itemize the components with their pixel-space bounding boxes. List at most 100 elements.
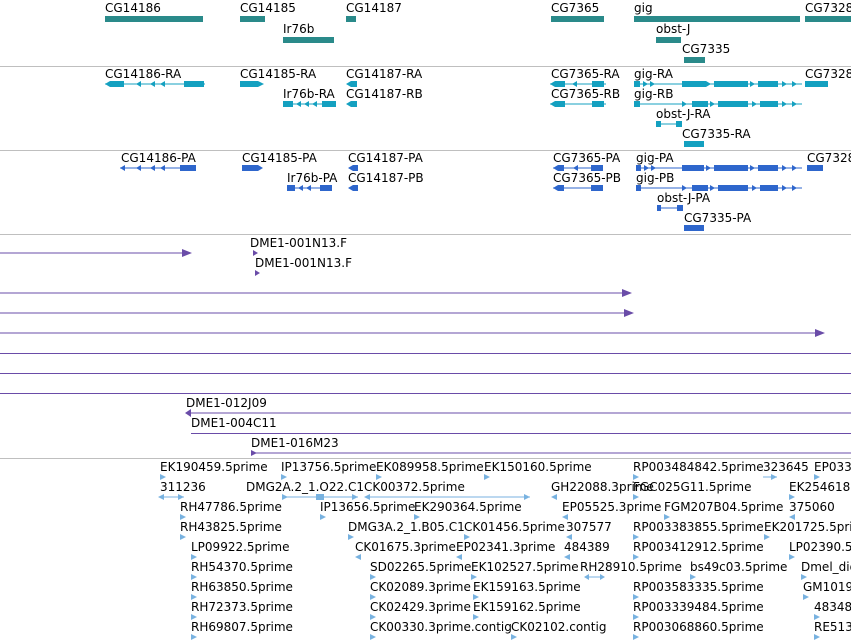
- est-feature[interactable]: [370, 592, 380, 602]
- protein-feature[interactable]: [118, 163, 200, 173]
- clone-feature[interactable]: [252, 248, 262, 258]
- est-feature[interactable]: [633, 552, 643, 562]
- gene-feature[interactable]: [283, 37, 334, 43]
- est-feature[interactable]: [633, 592, 643, 602]
- transcript-feature[interactable]: [346, 79, 360, 89]
- est-feature[interactable]: [633, 632, 643, 642]
- est-feature[interactable]: [191, 632, 201, 642]
- gene-feature[interactable]: [346, 16, 356, 22]
- transcript-feature[interactable]: [805, 79, 851, 89]
- protein-feature[interactable]: [348, 183, 362, 193]
- est-feature[interactable]: [414, 512, 424, 522]
- est-feature[interactable]: [191, 552, 201, 562]
- est-feature[interactable]: [191, 572, 201, 582]
- est-feature[interactable]: [473, 592, 483, 602]
- transcript-feature[interactable]: [656, 119, 686, 129]
- est-feature[interactable]: [282, 492, 362, 502]
- est-feature[interactable]: [484, 472, 494, 482]
- est-feature[interactable]: [464, 532, 474, 542]
- est-feature[interactable]: [814, 632, 824, 642]
- protein-feature[interactable]: [242, 163, 268, 173]
- gene-feature[interactable]: [105, 16, 203, 22]
- est-feature[interactable]: [633, 532, 643, 542]
- est-label: RH63850.5prime: [191, 580, 293, 594]
- clone-feature[interactable]: [0, 393, 851, 394]
- est-feature[interactable]: [364, 492, 534, 502]
- clone-feature[interactable]: [191, 433, 851, 434]
- transcript-feature[interactable]: [548, 79, 608, 89]
- clone-feature[interactable]: [0, 373, 851, 374]
- est-feature[interactable]: [564, 552, 574, 562]
- est-feature[interactable]: [376, 472, 386, 482]
- est-feature[interactable]: [191, 612, 201, 622]
- est-feature[interactable]: [633, 492, 643, 502]
- est-feature[interactable]: [814, 472, 824, 482]
- est-feature[interactable]: [789, 492, 799, 502]
- transcript-feature[interactable]: [684, 139, 710, 149]
- est-feature[interactable]: [281, 472, 291, 482]
- est-feature[interactable]: [633, 472, 643, 482]
- est-feature[interactable]: [160, 472, 170, 482]
- transcript-feature[interactable]: [100, 79, 210, 89]
- transcript-feature[interactable]: [634, 99, 806, 109]
- est-feature[interactable]: [471, 572, 481, 582]
- transcript-feature[interactable]: [548, 99, 608, 109]
- clone-feature[interactable]: [0, 328, 830, 338]
- clone-feature[interactable]: [250, 448, 851, 458]
- gene-feature[interactable]: [634, 16, 800, 22]
- clone-feature[interactable]: [0, 353, 851, 354]
- est-feature[interactable]: [566, 532, 576, 542]
- protein-feature[interactable]: [636, 163, 806, 173]
- clone-feature[interactable]: [184, 408, 851, 418]
- est-feature[interactable]: [348, 532, 358, 542]
- gene-feature[interactable]: [656, 37, 681, 43]
- est-feature[interactable]: [789, 512, 799, 522]
- est-feature[interactable]: [764, 532, 774, 542]
- clone-feature[interactable]: [0, 308, 636, 318]
- protein-feature[interactable]: [551, 163, 607, 173]
- protein-feature[interactable]: [636, 183, 806, 193]
- protein-feature[interactable]: [348, 163, 362, 173]
- est-feature[interactable]: [511, 632, 521, 642]
- est-feature[interactable]: [320, 512, 330, 522]
- est-label: 375060: [789, 500, 835, 514]
- est-feature[interactable]: [789, 552, 799, 562]
- clone-feature[interactable]: [0, 288, 636, 298]
- est-feature[interactable]: [584, 572, 608, 582]
- est-feature[interactable]: [763, 472, 783, 482]
- transcript-feature[interactable]: [346, 99, 360, 109]
- est-feature[interactable]: [473, 612, 483, 622]
- transcript-label: CG14186-RA: [105, 67, 182, 81]
- est-feature[interactable]: [370, 612, 380, 622]
- est-feature[interactable]: [180, 532, 190, 542]
- est-feature[interactable]: [191, 592, 201, 602]
- gene-feature[interactable]: [684, 57, 705, 63]
- est-feature[interactable]: [180, 512, 190, 522]
- est-feature[interactable]: [456, 552, 466, 562]
- gene-feature[interactable]: [805, 16, 851, 22]
- transcript-feature[interactable]: [634, 79, 806, 89]
- est-feature[interactable]: [551, 492, 561, 502]
- est-feature[interactable]: [803, 592, 813, 602]
- est-feature[interactable]: [664, 512, 674, 522]
- transcript-feature[interactable]: [240, 79, 270, 89]
- est-feature[interactable]: [370, 632, 380, 642]
- protein-feature[interactable]: [684, 223, 710, 233]
- est-feature[interactable]: [690, 572, 700, 582]
- protein-feature[interactable]: [286, 183, 336, 193]
- est-feature[interactable]: [633, 612, 643, 622]
- est-feature[interactable]: [370, 572, 380, 582]
- est-feature[interactable]: [562, 512, 572, 522]
- est-feature[interactable]: [355, 552, 365, 562]
- gene-feature[interactable]: [551, 16, 604, 22]
- protein-feature[interactable]: [551, 183, 607, 193]
- gene-feature[interactable]: [240, 16, 265, 22]
- transcript-feature[interactable]: [282, 99, 338, 109]
- est-feature[interactable]: [814, 612, 824, 622]
- est-feature[interactable]: [158, 492, 188, 502]
- est-feature[interactable]: [801, 572, 811, 582]
- clone-feature[interactable]: [0, 248, 194, 258]
- protein-feature[interactable]: [807, 163, 851, 173]
- clone-feature[interactable]: [254, 268, 264, 278]
- protein-feature[interactable]: [657, 203, 687, 213]
